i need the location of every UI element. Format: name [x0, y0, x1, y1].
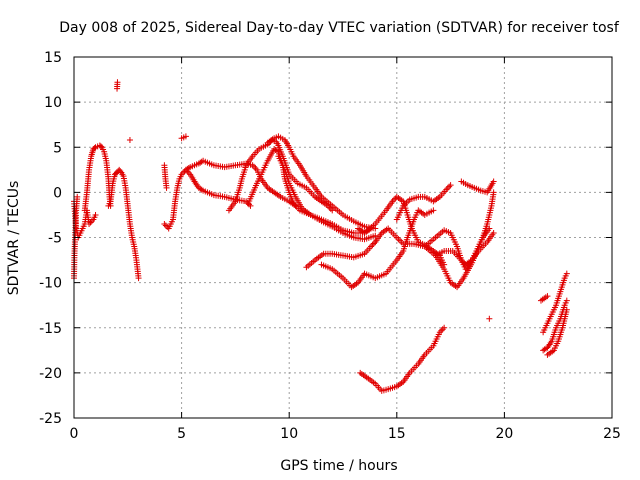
y-axis-label: SDTVAR / TECUs — [6, 181, 22, 296]
series-track-n — [275, 153, 379, 243]
data-point — [486, 315, 493, 322]
x-axis-label: GPS time / hours — [280, 458, 397, 474]
series-track-x — [486, 315, 493, 322]
data-point — [161, 220, 168, 227]
series-track-e — [114, 79, 121, 92]
data-point — [74, 193, 81, 200]
data-point — [117, 168, 124, 175]
y-tick-labels: -25 -20 -15 -10 -5 0 5 10 15 — [39, 50, 62, 427]
series-track-z — [540, 270, 570, 336]
series-track-h — [161, 162, 170, 191]
y-tick-label: -20 — [39, 366, 62, 382]
x-tick-label: 25 — [603, 426, 621, 442]
data-point — [444, 185, 451, 192]
x-tick-label: 20 — [495, 426, 513, 442]
data-point — [490, 229, 497, 236]
data-point — [162, 222, 169, 229]
series-track-q — [355, 193, 448, 268]
data-point — [441, 324, 448, 331]
series-track-aa — [540, 297, 570, 354]
data-point — [447, 182, 454, 189]
series-track-m — [264, 133, 379, 232]
data-point — [92, 211, 99, 218]
data-point — [135, 275, 142, 282]
x-tick-label: 10 — [280, 426, 298, 442]
axis-ticks — [73, 56, 613, 419]
data-point — [369, 242, 376, 249]
data-point — [563, 297, 570, 304]
data-point — [370, 240, 377, 247]
data-point — [163, 184, 170, 191]
y-tick-label: 0 — [53, 185, 62, 201]
series-track-g — [161, 166, 254, 232]
series-track-y — [537, 293, 551, 304]
series-track-o — [303, 239, 379, 271]
data-point — [563, 306, 570, 313]
data-point — [114, 79, 121, 86]
y-tick-label: -10 — [39, 276, 62, 292]
data-point — [91, 145, 98, 152]
data-point — [430, 207, 437, 214]
series-track-r — [357, 324, 448, 394]
data-point — [182, 133, 189, 140]
y-tick-label: -25 — [39, 411, 62, 427]
series-track-v — [432, 189, 497, 291]
data-points — [71, 79, 570, 394]
data-point — [97, 143, 104, 150]
x-tick-label: 5 — [177, 426, 186, 442]
data-point — [563, 270, 570, 277]
series-track-ab — [544, 306, 570, 358]
data-point — [372, 232, 379, 239]
data-point — [198, 186, 205, 193]
y-tick-label: 15 — [44, 50, 62, 66]
data-point — [446, 183, 453, 190]
x-tick-labels: 0 5 10 15 20 25 — [70, 426, 621, 442]
data-point — [544, 293, 551, 300]
series-track-c — [81, 142, 114, 214]
y-tick-label: 10 — [44, 95, 62, 111]
series-track-f — [126, 137, 133, 144]
y-tick-label: -5 — [48, 231, 62, 247]
series-track-w — [458, 178, 497, 196]
x-tick-label: 15 — [388, 426, 406, 442]
series-track-d — [105, 166, 142, 282]
x-tick-label: 0 — [70, 426, 79, 442]
chart-title: Day 008 of 2025, Sidereal Day-to-day VTE… — [59, 20, 620, 36]
data-point — [274, 147, 281, 154]
series-track-s — [372, 225, 497, 273]
data-point — [126, 137, 133, 144]
y-tick-label: -15 — [39, 321, 62, 337]
y-tick-label: 5 — [53, 140, 62, 156]
data-point — [490, 178, 497, 185]
data-point — [439, 326, 446, 333]
data-point — [185, 165, 192, 172]
grid-lines — [74, 57, 612, 418]
series-track-t — [393, 182, 454, 223]
series-track-i — [178, 133, 189, 142]
data-point — [490, 189, 497, 196]
